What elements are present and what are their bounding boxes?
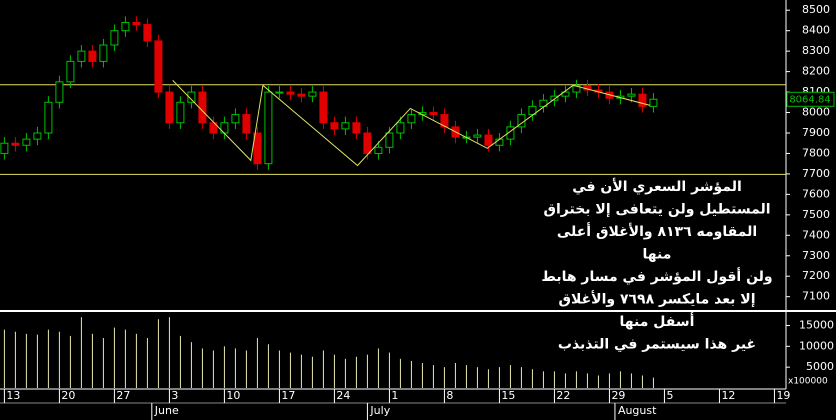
y-tick-label: 7400 <box>802 228 830 241</box>
candle-body <box>121 22 130 32</box>
candle-body <box>11 142 20 146</box>
candle-body <box>484 134 493 146</box>
x-tick-label: 27 <box>116 389 130 402</box>
candle-body <box>242 114 251 134</box>
y-tick-label: 8500 <box>802 3 830 16</box>
x-tick-label: 1 <box>391 389 398 402</box>
month-label: August <box>618 404 657 417</box>
x-tick-label: 5 <box>666 389 673 402</box>
candle-body <box>275 91 284 94</box>
x-tick-label: 19 <box>776 389 790 402</box>
y-tick-label: 8000 <box>802 106 830 119</box>
candle-body <box>352 122 361 134</box>
candle-body <box>374 146 383 154</box>
candle-body <box>385 132 394 148</box>
y-tick-label: 7500 <box>802 208 830 221</box>
x-tick-label: 12 <box>721 389 735 402</box>
candle-body <box>99 44 108 62</box>
candle-body <box>110 30 119 46</box>
candle-body <box>638 93 647 107</box>
candle-body <box>44 101 53 134</box>
x-tick-label: 13 <box>6 389 20 402</box>
candle-body <box>528 105 537 116</box>
y-tick-label: 7700 <box>802 167 830 180</box>
annotation-line: المستطيل ولن يتعافى إلا بختراق <box>543 202 770 218</box>
y-tick-label: 7600 <box>802 187 830 200</box>
y-tick-label: 8300 <box>802 44 830 57</box>
candle-body <box>341 122 350 130</box>
annotation-line: أسفل منها <box>620 312 695 330</box>
annotation-line: المقاومه ٨١٣٦ والأغلاق أعلى <box>557 222 757 240</box>
candle-body <box>308 91 317 97</box>
x-tick-label: 15 <box>501 389 515 402</box>
candle-body <box>66 60 75 83</box>
candle-body <box>550 95 559 101</box>
annotation-line: غير هذا سيستمر في التذبذب <box>558 337 756 353</box>
candle-body <box>253 132 262 165</box>
x-tick-label: 20 <box>61 389 75 402</box>
candle-body <box>55 81 64 103</box>
candle-body <box>33 132 42 140</box>
candle-body <box>198 91 207 124</box>
annotation-line: إلا بعد مايكسر ٧٦٩٨ والأغلاق <box>558 291 755 308</box>
candle-body <box>231 114 240 124</box>
x-tick-label: 3 <box>171 389 178 402</box>
x-tick-label: 29 <box>611 389 625 402</box>
candle-body <box>363 132 372 154</box>
candle-body <box>77 50 86 62</box>
volume-unit: x100000 <box>788 377 828 387</box>
y-tick-label: 7900 <box>802 126 830 139</box>
candle-body <box>473 134 482 138</box>
candle-body <box>264 91 273 165</box>
candle-body <box>165 91 174 124</box>
y-tick-label: 8200 <box>802 65 830 78</box>
annotation-line: ولن أقول المؤشر في مسار هابط <box>541 267 772 285</box>
month-label: June <box>154 404 179 417</box>
candle-body <box>176 101 185 124</box>
annotation-line: المؤشر السعري الأن في <box>572 178 742 196</box>
y-tick-label: 7300 <box>802 249 830 262</box>
candle-body <box>429 112 438 116</box>
candle-body <box>22 138 31 146</box>
annotation-line: منها <box>643 247 672 263</box>
candle-body <box>187 91 196 103</box>
x-tick-label: 10 <box>226 389 240 402</box>
candle-body <box>297 93 306 97</box>
candle-body <box>154 40 163 93</box>
volume-tick-label: 5000 <box>806 360 834 373</box>
x-tick-label: 24 <box>336 389 350 402</box>
candle-body <box>143 24 152 42</box>
y-tick-label: 7800 <box>802 146 830 159</box>
candle-body <box>649 98 658 107</box>
candle-body <box>88 50 97 62</box>
last-price-box <box>786 91 835 107</box>
candle-body <box>506 126 515 140</box>
month-label: July <box>369 404 390 417</box>
trend-line <box>172 80 651 167</box>
candle-body <box>286 91 295 95</box>
candle-body <box>330 122 339 130</box>
y-tick-label: 7200 <box>802 269 830 282</box>
volume-tick-label: 10000 <box>799 339 834 352</box>
candle-body <box>319 91 328 124</box>
y-tick-label: 7100 <box>802 290 830 303</box>
x-tick-label: 17 <box>281 389 295 402</box>
candle-body <box>407 114 416 124</box>
x-tick-label: 22 <box>556 389 570 402</box>
candle-body <box>132 22 141 26</box>
candle-body <box>627 93 636 97</box>
x-tick-label: 8 <box>446 389 453 402</box>
candle-body <box>0 142 9 154</box>
y-tick-label: 8400 <box>802 24 830 37</box>
candle-body <box>440 114 449 128</box>
volume-tick-label: 15000 <box>799 319 834 332</box>
candle-body <box>539 99 548 107</box>
last-price-label: 8064.84 <box>789 94 830 105</box>
candle-body <box>396 122 405 134</box>
